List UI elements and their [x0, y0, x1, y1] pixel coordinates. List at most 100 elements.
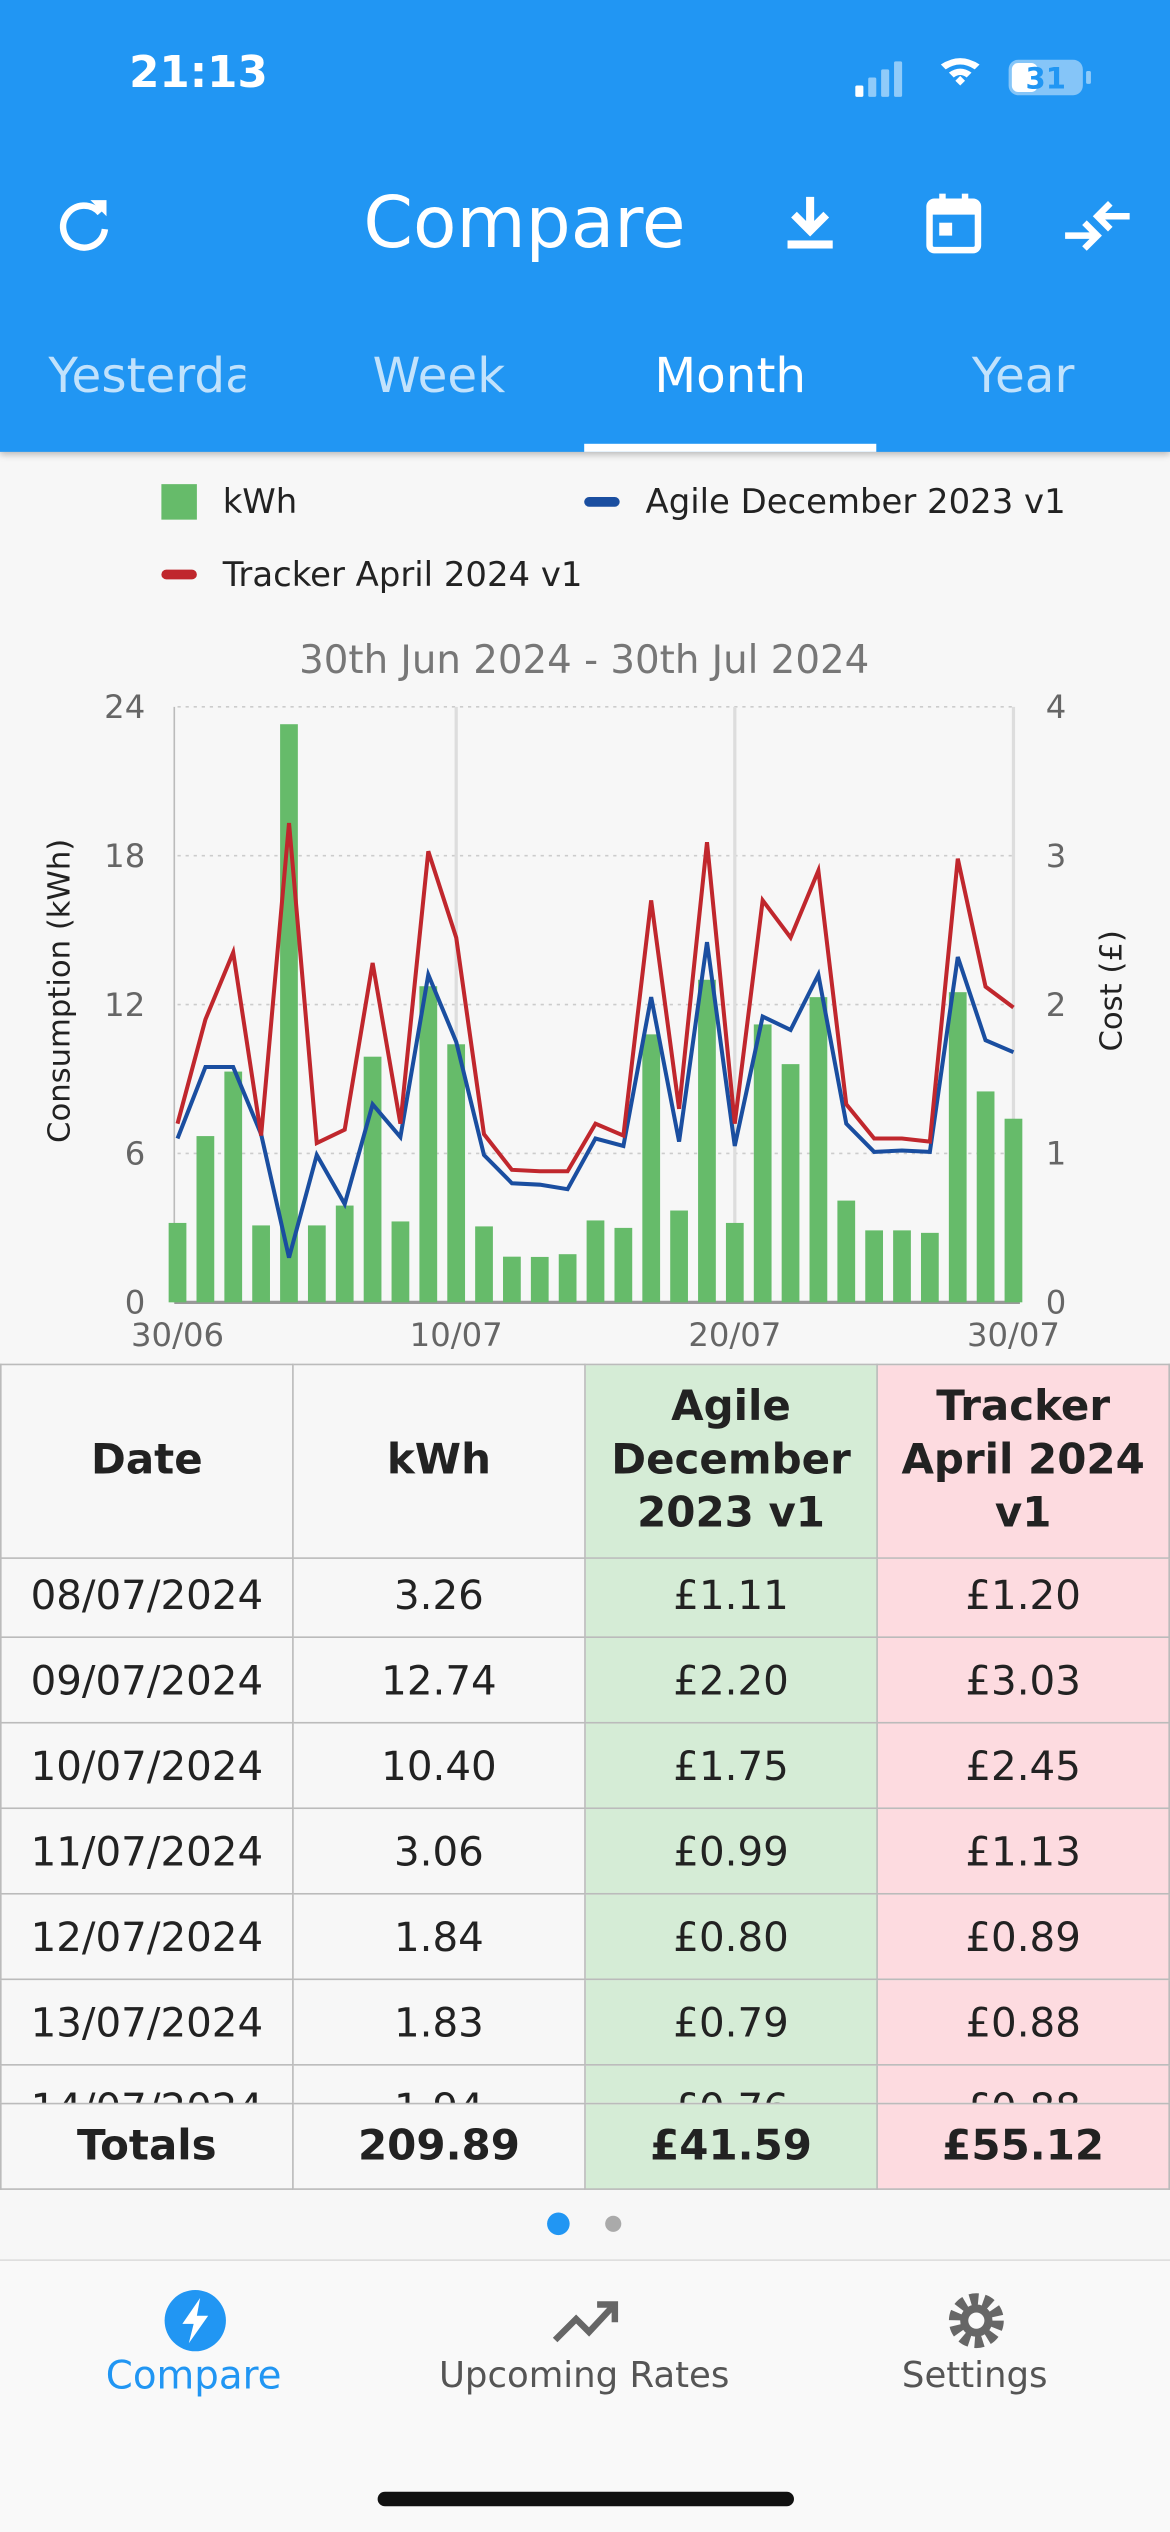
table-cell: £0.79: [584, 1978, 878, 2066]
table-cell: 3.06: [292, 1807, 586, 1895]
table-cell: £3.03: [876, 1636, 1170, 1724]
table-cell: £55.12: [876, 2102, 1170, 2190]
table-cell: £2.20: [584, 1636, 878, 1724]
nav-label[interactable]: Upcoming Rates: [438, 2356, 730, 2397]
table-cell: 14/07/2024: [0, 2064, 294, 2103]
table-cell: 10/07/2024: [0, 1721, 294, 1810]
refresh-button[interactable]: [52, 194, 117, 259]
table-cell: Tracker April 2024 v1: [876, 1363, 1170, 1559]
bar: [781, 1064, 800, 1303]
rates-nav-icon[interactable]: [552, 2292, 620, 2350]
chart: kWh Agile December 2023 v1 Tracker April 2…: [42, 482, 1130, 1354]
nav-label-active[interactable]: Compare: [105, 2352, 282, 2399]
y-axis-title: Consumption (kWh): [42, 839, 77, 1143]
settings-nav-icon[interactable]: [942, 2287, 1010, 2355]
y2-tick-label: 1: [1046, 1135, 1067, 1173]
data-table: Date kWh Agile December 2023 v1 Tracker Apr…: [0, 1363, 1170, 2190]
y-tick-label: 12: [104, 986, 145, 1024]
bar: [280, 724, 298, 1303]
table-cell: 209.89: [292, 2102, 586, 2190]
bar: [307, 1225, 326, 1303]
tab[interactable]: Yesterday: [48, 348, 245, 406]
bar: [837, 1200, 856, 1303]
bar: [893, 1230, 911, 1303]
compare-button[interactable]: [1062, 194, 1133, 259]
table-cell: £2.45: [876, 1721, 1170, 1810]
bar: [642, 1034, 661, 1303]
table-row: 12/07/2024 1.84 £0.80 £0.89: [0, 1892, 1170, 1981]
bar: [753, 1024, 772, 1303]
table-cell: Date: [0, 1363, 294, 1559]
page-indicator: [547, 2212, 622, 2236]
table-row: 13/07/2024 1.83 £0.79 £0.88: [0, 1978, 1170, 2066]
bar: [363, 1056, 382, 1303]
table-cell: £1.75: [584, 1721, 878, 1810]
x-tick-label: 30/07: [967, 1316, 1060, 1354]
chart-title: 30th Jun 2024 - 30th Jul 2024: [299, 638, 869, 683]
legend-swatch: [161, 484, 197, 520]
legend-swatch: [584, 497, 620, 507]
bar: [447, 1044, 466, 1303]
y2-tick-label: 0: [1046, 1284, 1067, 1322]
table-cell: £0.88: [876, 1978, 1170, 2066]
table-cell: £41.59: [584, 2102, 878, 2190]
table-cell: 10.40: [292, 1721, 586, 1810]
legend-label: Agile December 2023 v1: [646, 482, 1066, 521]
bar: [196, 1136, 215, 1303]
nav-label[interactable]: Settings: [901, 2356, 1048, 2397]
legend-swatch: [161, 569, 197, 580]
table-row: 11/07/2024 3.06 £0.99 £1.13: [0, 1807, 1170, 1895]
app-bar: 21:13 31 Compare Yesterday Week Month Ye…: [0, 0, 1170, 452]
x-tick-label: 30/06: [131, 1316, 224, 1354]
y2-axis-title: Cost (£): [1095, 930, 1130, 1051]
status-time: 21:13: [129, 48, 268, 99]
download-button[interactable]: [778, 190, 843, 258]
y-tick-label: 18: [104, 837, 145, 875]
tab-indicator: [584, 443, 877, 452]
y2-tick-label: 4: [1046, 688, 1067, 726]
table-cell: 13/07/2024: [0, 1978, 294, 2066]
compare-nav-icon[interactable]: [161, 2287, 229, 2355]
tab[interactable]: Week: [372, 348, 506, 406]
table-cell: £1.20: [876, 1558, 1170, 1638]
table-cell: £1.11: [584, 1558, 878, 1638]
bar: [670, 1210, 688, 1303]
tab-selected[interactable]: Month: [654, 348, 807, 406]
bar: [419, 986, 438, 1303]
bar: [252, 1225, 270, 1303]
status-icons: 31: [855, 58, 1091, 97]
y-tick-label: 6: [125, 1135, 146, 1173]
table-cell: kWh: [292, 1363, 586, 1559]
table-cell: 3.26: [292, 1558, 586, 1638]
bar: [558, 1254, 577, 1303]
x-tick-label: 10/07: [410, 1316, 503, 1354]
page-title: Compare: [363, 182, 686, 265]
bar: [1004, 1118, 1023, 1303]
bar: [335, 1205, 354, 1303]
table-row: 09/07/2024 12.74 £2.20 £3.03: [0, 1636, 1170, 1724]
bar: [948, 992, 967, 1303]
bar: [168, 1222, 187, 1303]
calendar-button[interactable]: [921, 190, 986, 258]
table-cell: 08/07/2024: [0, 1558, 294, 1638]
table-cell: £0.89: [876, 1892, 1170, 1981]
tab[interactable]: Year: [971, 348, 1075, 406]
table-cell: £0.80: [584, 1892, 878, 1981]
table-cell: 09/07/2024: [0, 1636, 294, 1724]
y-tick-label: 24: [104, 688, 145, 726]
bar: [475, 1226, 493, 1303]
table-cell: 12/07/2024: [0, 1892, 294, 1981]
bar: [530, 1256, 549, 1303]
bar: [976, 1091, 995, 1303]
home-indicator: [377, 2491, 794, 2507]
x-tick-label: 20/07: [688, 1316, 781, 1354]
y-tick-label: 0: [125, 1284, 146, 1322]
y2-tick-label: 3: [1046, 837, 1067, 875]
line-series: [175, 822, 1015, 1174]
table-cell: 1.94: [292, 2064, 586, 2103]
bar: [698, 979, 716, 1303]
table-cell: Totals: [0, 2102, 294, 2190]
table-cell: £0.76: [584, 2064, 878, 2103]
